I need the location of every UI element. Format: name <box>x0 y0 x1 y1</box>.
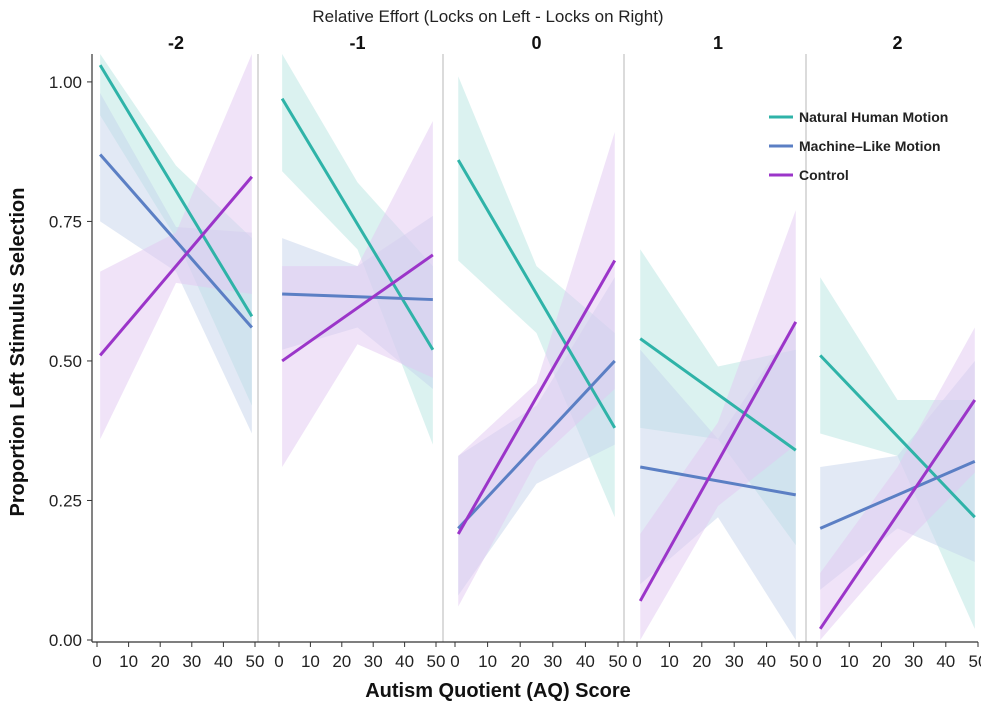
x-tick-label: 50 <box>790 652 809 671</box>
x-tick-label: 50 <box>246 652 265 671</box>
confidence-band <box>282 54 433 445</box>
x-tick-label: 30 <box>543 652 562 671</box>
legend: Natural Human Motion Machine–Like Motion C… <box>769 109 948 183</box>
x-tick-label: 50 <box>427 652 446 671</box>
series-line <box>819 354 976 519</box>
facet-title: 2 <box>892 33 902 53</box>
facet-title: -2 <box>168 33 184 53</box>
x-tick-label: 20 <box>151 652 170 671</box>
confidence-band <box>282 120 433 467</box>
x-tick-label: 30 <box>904 652 923 671</box>
y-tick-label: 0.00 <box>49 631 82 650</box>
x-tick-label: 20 <box>511 652 530 671</box>
x-tick-label: 20 <box>332 652 351 671</box>
facet-title: 0 <box>531 33 541 53</box>
y-tick-label: 0.50 <box>49 352 82 371</box>
x-tick-label: 10 <box>301 652 320 671</box>
x-tick-label: 0 <box>812 652 821 671</box>
x-tick-label: 0 <box>450 652 459 671</box>
facet-panel-0: -2 0 10 20 30 40 50 <box>92 33 264 671</box>
series-line <box>280 97 435 351</box>
x-tick-label: 30 <box>364 652 383 671</box>
x-tick-label: 10 <box>660 652 679 671</box>
series-line <box>638 321 798 602</box>
x-tick-label: 40 <box>757 652 776 671</box>
x-tick-label: 10 <box>119 652 138 671</box>
facet-panel-2: 0 0 10 20 30 40 50 <box>450 33 627 671</box>
x-tick-label: 50 <box>969 652 981 671</box>
x-tick-label: 0 <box>274 652 283 671</box>
series-line <box>639 337 797 452</box>
x-axis-title: Autism Quotient (AQ) Score <box>365 680 631 702</box>
legend-label: Machine–Like Motion <box>799 138 941 154</box>
series-line <box>99 153 253 329</box>
series-line <box>456 259 617 535</box>
x-tick-label: 10 <box>478 652 497 671</box>
series-line <box>457 359 616 530</box>
legend-label: Control <box>799 167 849 183</box>
confidence-band <box>100 54 252 440</box>
x-tick-label: 0 <box>92 652 101 671</box>
facet-panel-1: -1 0 10 20 30 40 50 <box>274 33 445 671</box>
chart-supertitle: Relative Effort (Locks on Left - Locks o… <box>312 7 663 26</box>
facet-panel-3: 10 10 20 30 40 50 <box>632 33 808 671</box>
x-tick-label: 0 <box>632 652 641 671</box>
x-tick-label: 20 <box>872 652 891 671</box>
x-tick-label: 40 <box>576 652 595 671</box>
confidence-band <box>820 327 975 640</box>
x-tick-label: 50 <box>609 652 628 671</box>
x-tick-label: 30 <box>725 652 744 671</box>
facet-title: 1 <box>713 33 723 53</box>
y-axis-title: Proportion Left Stimulus Selection <box>7 188 29 517</box>
series-line <box>456 159 617 429</box>
y-tick-label: 0.25 <box>49 491 82 510</box>
series-line <box>819 460 976 530</box>
y-axis: 0.00 0.25 0.50 0.75 1.00 <box>49 54 93 650</box>
series-line <box>282 292 433 302</box>
series-line <box>639 465 797 497</box>
legend-label: Natural Human Motion <box>799 109 948 125</box>
x-tick-label: 40 <box>214 652 233 671</box>
facet-title: -1 <box>349 33 365 53</box>
series-line <box>99 175 253 357</box>
x-tick-label: 30 <box>182 652 201 671</box>
y-tick-label: 1.00 <box>49 73 82 92</box>
x-tick-label: 40 <box>395 652 414 671</box>
facets-layer: 0.000.250.500.751.00-20 10 20 30 40 50-10 10 20… <box>49 33 981 671</box>
y-tick-label: 0.75 <box>49 212 82 231</box>
series-line <box>281 253 434 363</box>
x-tick-label: 40 <box>936 652 955 671</box>
series-line <box>818 399 977 630</box>
series-line <box>98 64 254 318</box>
x-tick-label: 10 <box>840 652 859 671</box>
x-tick-label: 20 <box>692 652 711 671</box>
